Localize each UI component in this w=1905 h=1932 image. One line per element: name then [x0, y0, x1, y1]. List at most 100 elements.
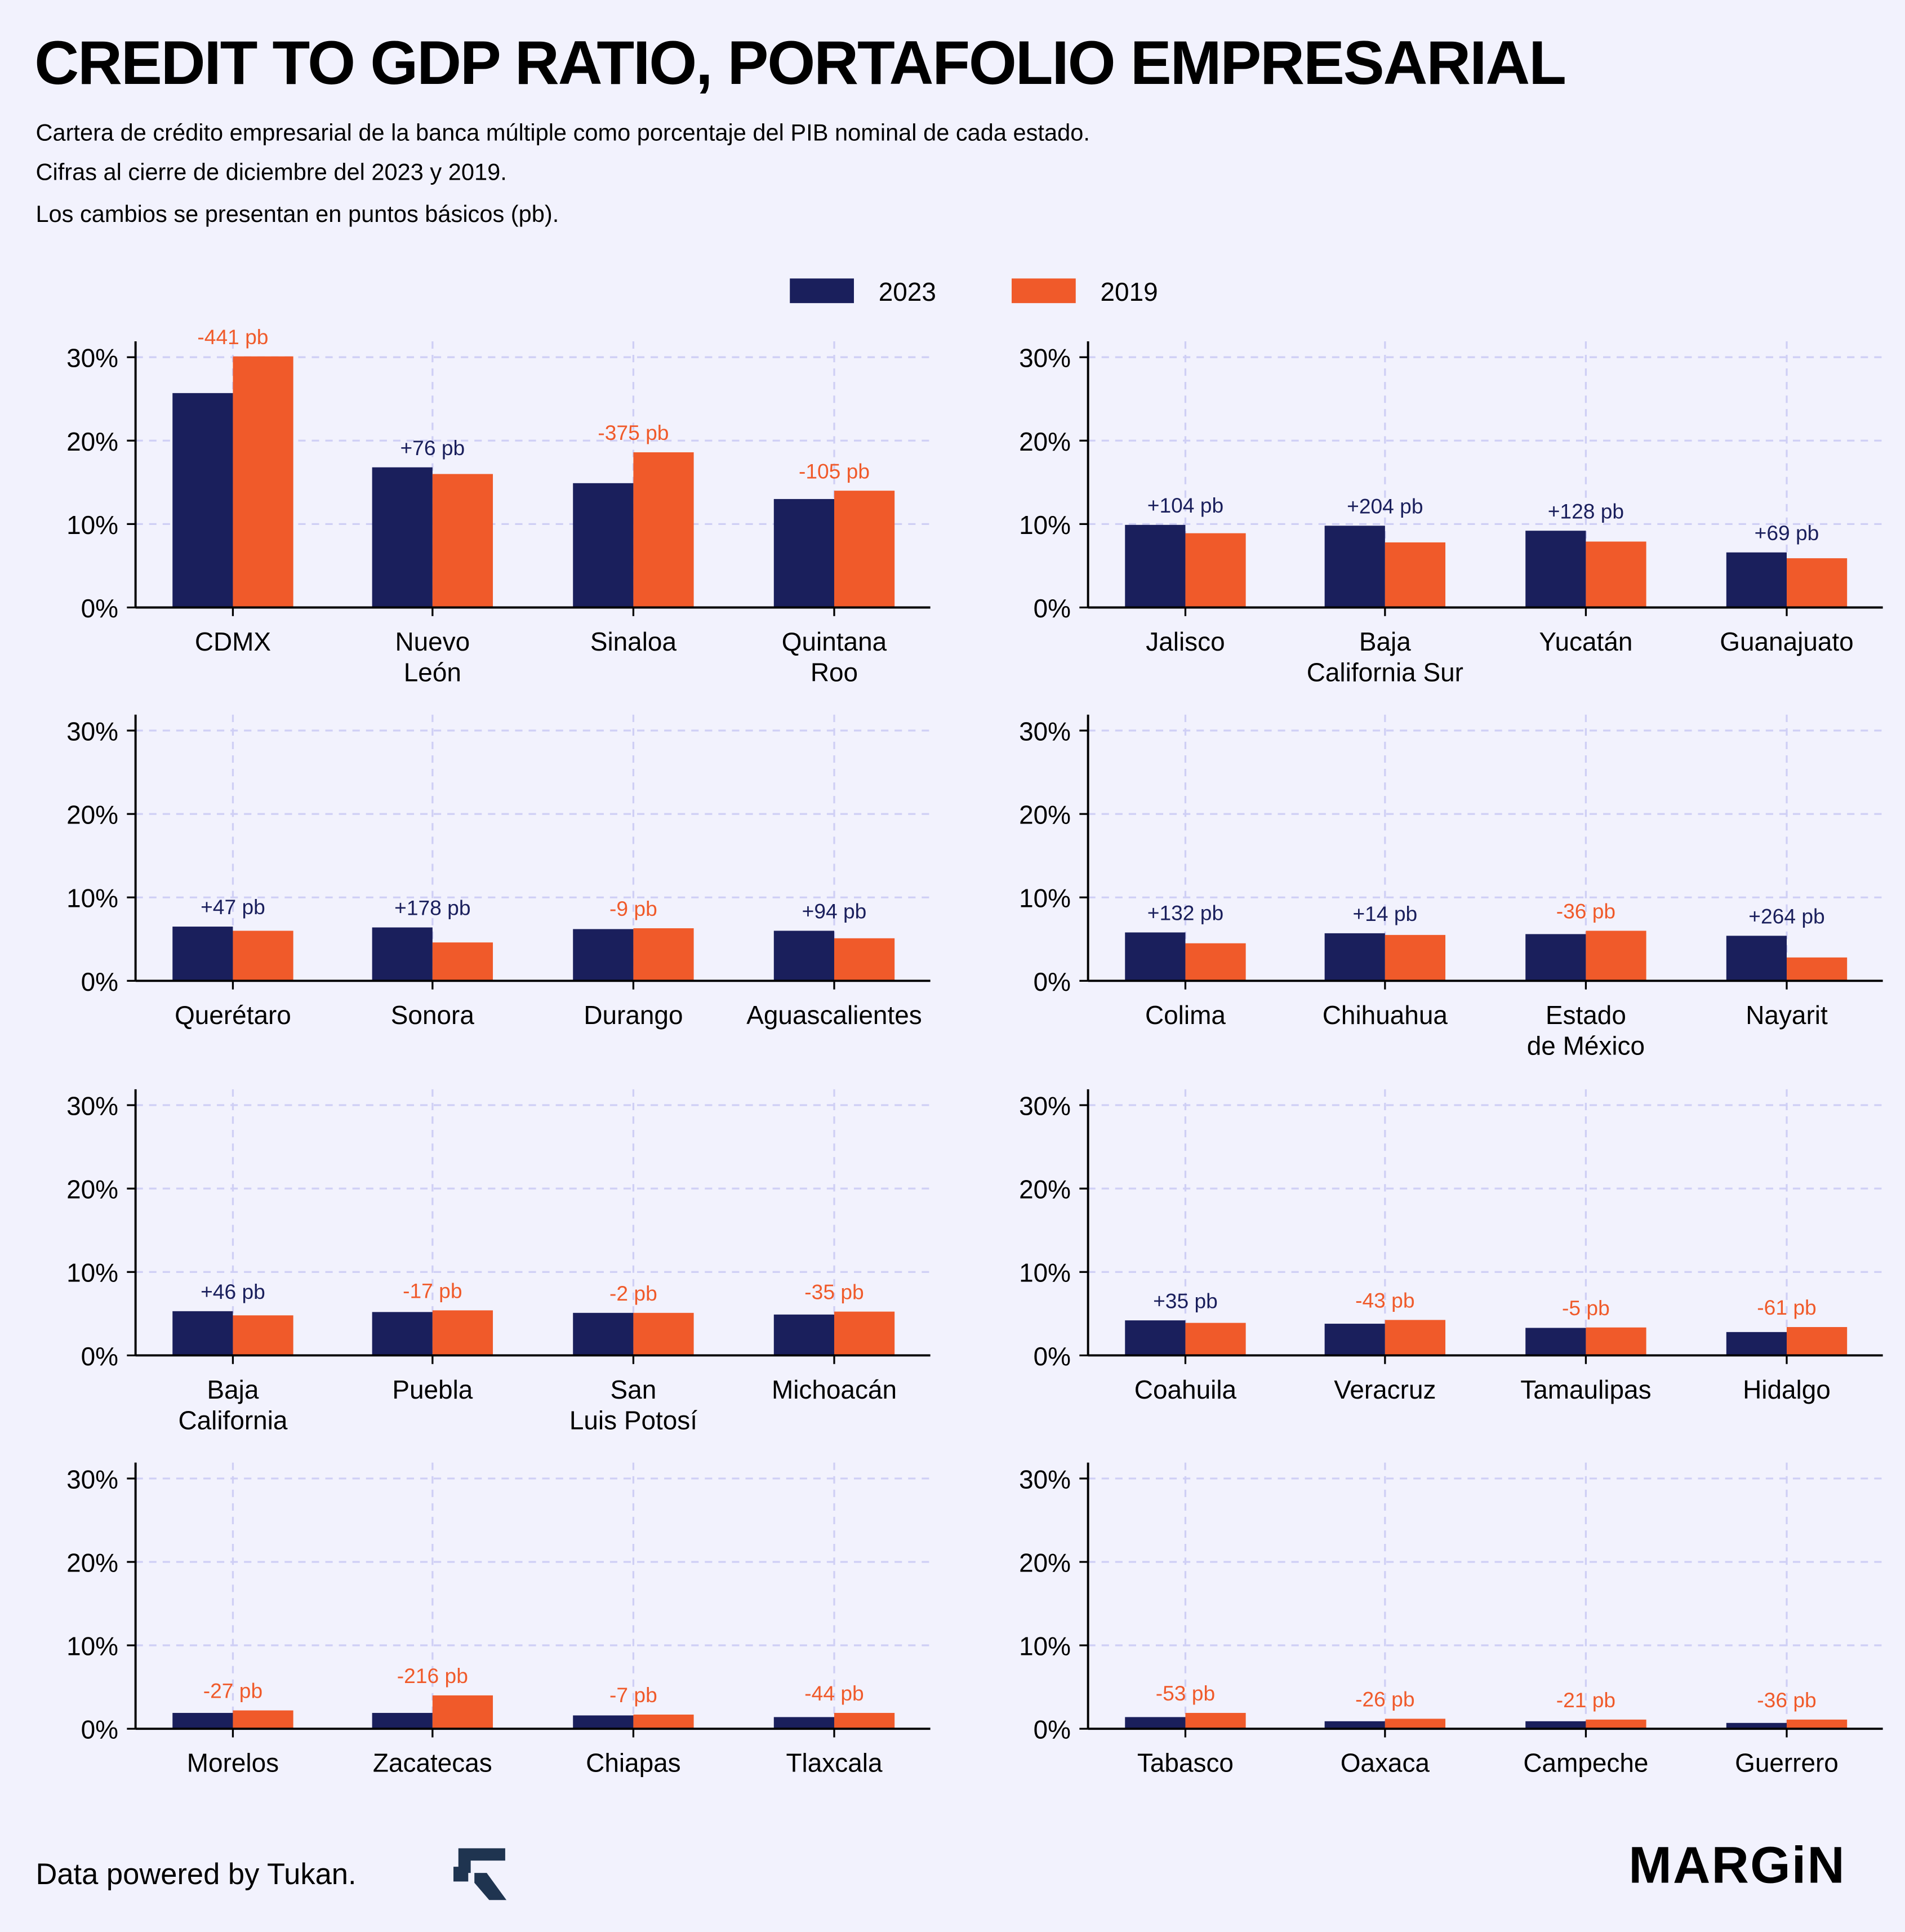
- x-tick-label: Sonora: [391, 1000, 475, 1030]
- y-tick-label: 0%: [1034, 967, 1071, 996]
- bar-2023: [1125, 932, 1186, 981]
- change-label: +69 pb: [1755, 521, 1819, 545]
- x-tick-label: Tlaxcala: [786, 1748, 882, 1778]
- y-tick-label: 20%: [1019, 427, 1071, 456]
- y-tick-label: 30%: [66, 1092, 118, 1121]
- bar-2019: [432, 474, 493, 608]
- y-tick-label: 20%: [66, 1175, 118, 1204]
- y-tick-label: 10%: [66, 1258, 118, 1288]
- y-tick-label: 0%: [1034, 1715, 1071, 1744]
- x-tick-label: California Sur: [1307, 658, 1463, 687]
- x-tick-label: Querétaro: [175, 1000, 291, 1030]
- change-label: -5 pb: [1562, 1296, 1610, 1320]
- change-label: +47 pb: [201, 895, 265, 919]
- x-tick-label: San: [611, 1375, 657, 1404]
- x-tick-label: Yucatán: [1539, 627, 1632, 656]
- x-tick-label: Guerrero: [1735, 1748, 1839, 1778]
- y-tick-label: 30%: [66, 344, 118, 373]
- bar-2023: [1726, 552, 1787, 608]
- bar-2019: [1185, 943, 1246, 981]
- x-tick-label: Puebla: [392, 1375, 473, 1404]
- bar-2023: [372, 927, 433, 981]
- bar-2023: [1726, 1332, 1787, 1356]
- bar-2023: [1324, 1721, 1385, 1729]
- y-tick-label: 10%: [1019, 884, 1071, 913]
- change-label: -9 pb: [609, 897, 657, 920]
- bar-2023: [1525, 934, 1586, 981]
- bar-2023: [573, 1715, 634, 1729]
- y-tick-label: 10%: [1019, 1258, 1071, 1288]
- bar-2023: [172, 1713, 233, 1729]
- change-label: +204 pb: [1347, 494, 1423, 518]
- x-tick-label: Roo: [811, 658, 858, 687]
- x-tick-label: Estado: [1546, 1000, 1626, 1030]
- bar-2019: [233, 356, 293, 608]
- change-label: -26 pb: [1355, 1688, 1414, 1711]
- y-tick-label: 20%: [1019, 1548, 1071, 1577]
- bar-2019: [834, 1713, 895, 1729]
- subtitle-line-1: Cartera de crédito empresarial de la ban…: [35, 121, 1090, 147]
- y-tick-label: 30%: [1019, 717, 1071, 746]
- x-tick-label: Oaxaca: [1341, 1748, 1430, 1778]
- y-tick-label: 10%: [66, 1632, 118, 1661]
- bar-2019: [834, 1311, 895, 1356]
- bar-2019: [633, 1312, 694, 1356]
- bar-2023: [573, 1312, 634, 1356]
- change-label: -17 pb: [403, 1279, 462, 1302]
- bar-2023: [1324, 526, 1385, 608]
- bar-2023: [172, 927, 233, 981]
- x-tick-label: Baja: [207, 1375, 259, 1404]
- y-tick-label: 0%: [81, 1715, 118, 1744]
- change-label: -61 pb: [1757, 1296, 1816, 1319]
- x-tick-label: Nuevo: [395, 627, 470, 656]
- bar-2019: [1786, 558, 1848, 608]
- bar-2023: [1726, 1722, 1787, 1729]
- y-tick-label: 20%: [1019, 800, 1071, 830]
- bar-2023: [1726, 936, 1787, 981]
- bar-2023: [172, 393, 233, 608]
- y-tick-label: 30%: [1019, 1092, 1071, 1121]
- change-label: -43 pb: [1355, 1289, 1414, 1312]
- page-title: CREDIT TO GDP RATIO, PORTAFOLIO EMPRESAR…: [34, 28, 1566, 97]
- bar-2023: [573, 929, 634, 981]
- y-tick-label: 30%: [66, 717, 118, 746]
- x-tick-label: Veracruz: [1334, 1375, 1436, 1404]
- panel-3: 0% 10% 20% 30% +47 pb Querétaro +178 pb Sonora -…: [66, 714, 931, 1030]
- bar-2023: [773, 1717, 834, 1729]
- x-tick-label: Aguascalientes: [746, 1000, 922, 1030]
- legend-label-2019: 2019: [1101, 277, 1158, 306]
- bar-2019: [1185, 533, 1246, 608]
- bar-2019: [233, 931, 293, 981]
- x-tick-label: Campeche: [1523, 1748, 1648, 1778]
- y-tick-label: 0%: [81, 594, 118, 623]
- bar-2019: [834, 938, 895, 981]
- panel-4: 0% 10% 20% 30% +132 pb Colima +14 pb Chihuahua -…: [1019, 714, 1883, 1061]
- bar-2023: [1125, 1717, 1186, 1729]
- bar-2019: [1586, 1327, 1646, 1356]
- x-tick-label: León: [404, 658, 461, 687]
- legend-label-2023: 2023: [879, 277, 936, 306]
- bar-2023: [1324, 1324, 1385, 1356]
- change-label: -21 pb: [1556, 1688, 1615, 1712]
- bar-2019: [1385, 1719, 1446, 1729]
- bar-2019: [1185, 1323, 1246, 1356]
- margin-logo: MARGiN: [1628, 1836, 1846, 1894]
- change-label: -27 pb: [203, 1679, 262, 1703]
- bar-2019: [233, 1315, 293, 1356]
- y-tick-label: 10%: [66, 510, 118, 540]
- change-label: +14 pb: [1352, 902, 1417, 925]
- change-label: +76 pb: [400, 436, 465, 460]
- y-tick-label: 10%: [66, 884, 118, 913]
- y-tick-label: 30%: [1019, 344, 1071, 373]
- panel-2: 0% 10% 20% 30% +104 pb Jalisco +204 pb BajaCali…: [1019, 341, 1883, 687]
- bar-2019: [1586, 1719, 1646, 1729]
- bar-2019: [633, 1714, 694, 1729]
- change-label: +35 pb: [1153, 1289, 1218, 1312]
- x-tick-label: CDMX: [195, 627, 271, 656]
- bar-2019: [233, 1710, 293, 1729]
- subtitle-line-3: Los cambios se presentan en puntos básic…: [35, 202, 559, 228]
- x-tick-label: Durango: [584, 1000, 683, 1030]
- y-tick-label: 30%: [66, 1464, 118, 1494]
